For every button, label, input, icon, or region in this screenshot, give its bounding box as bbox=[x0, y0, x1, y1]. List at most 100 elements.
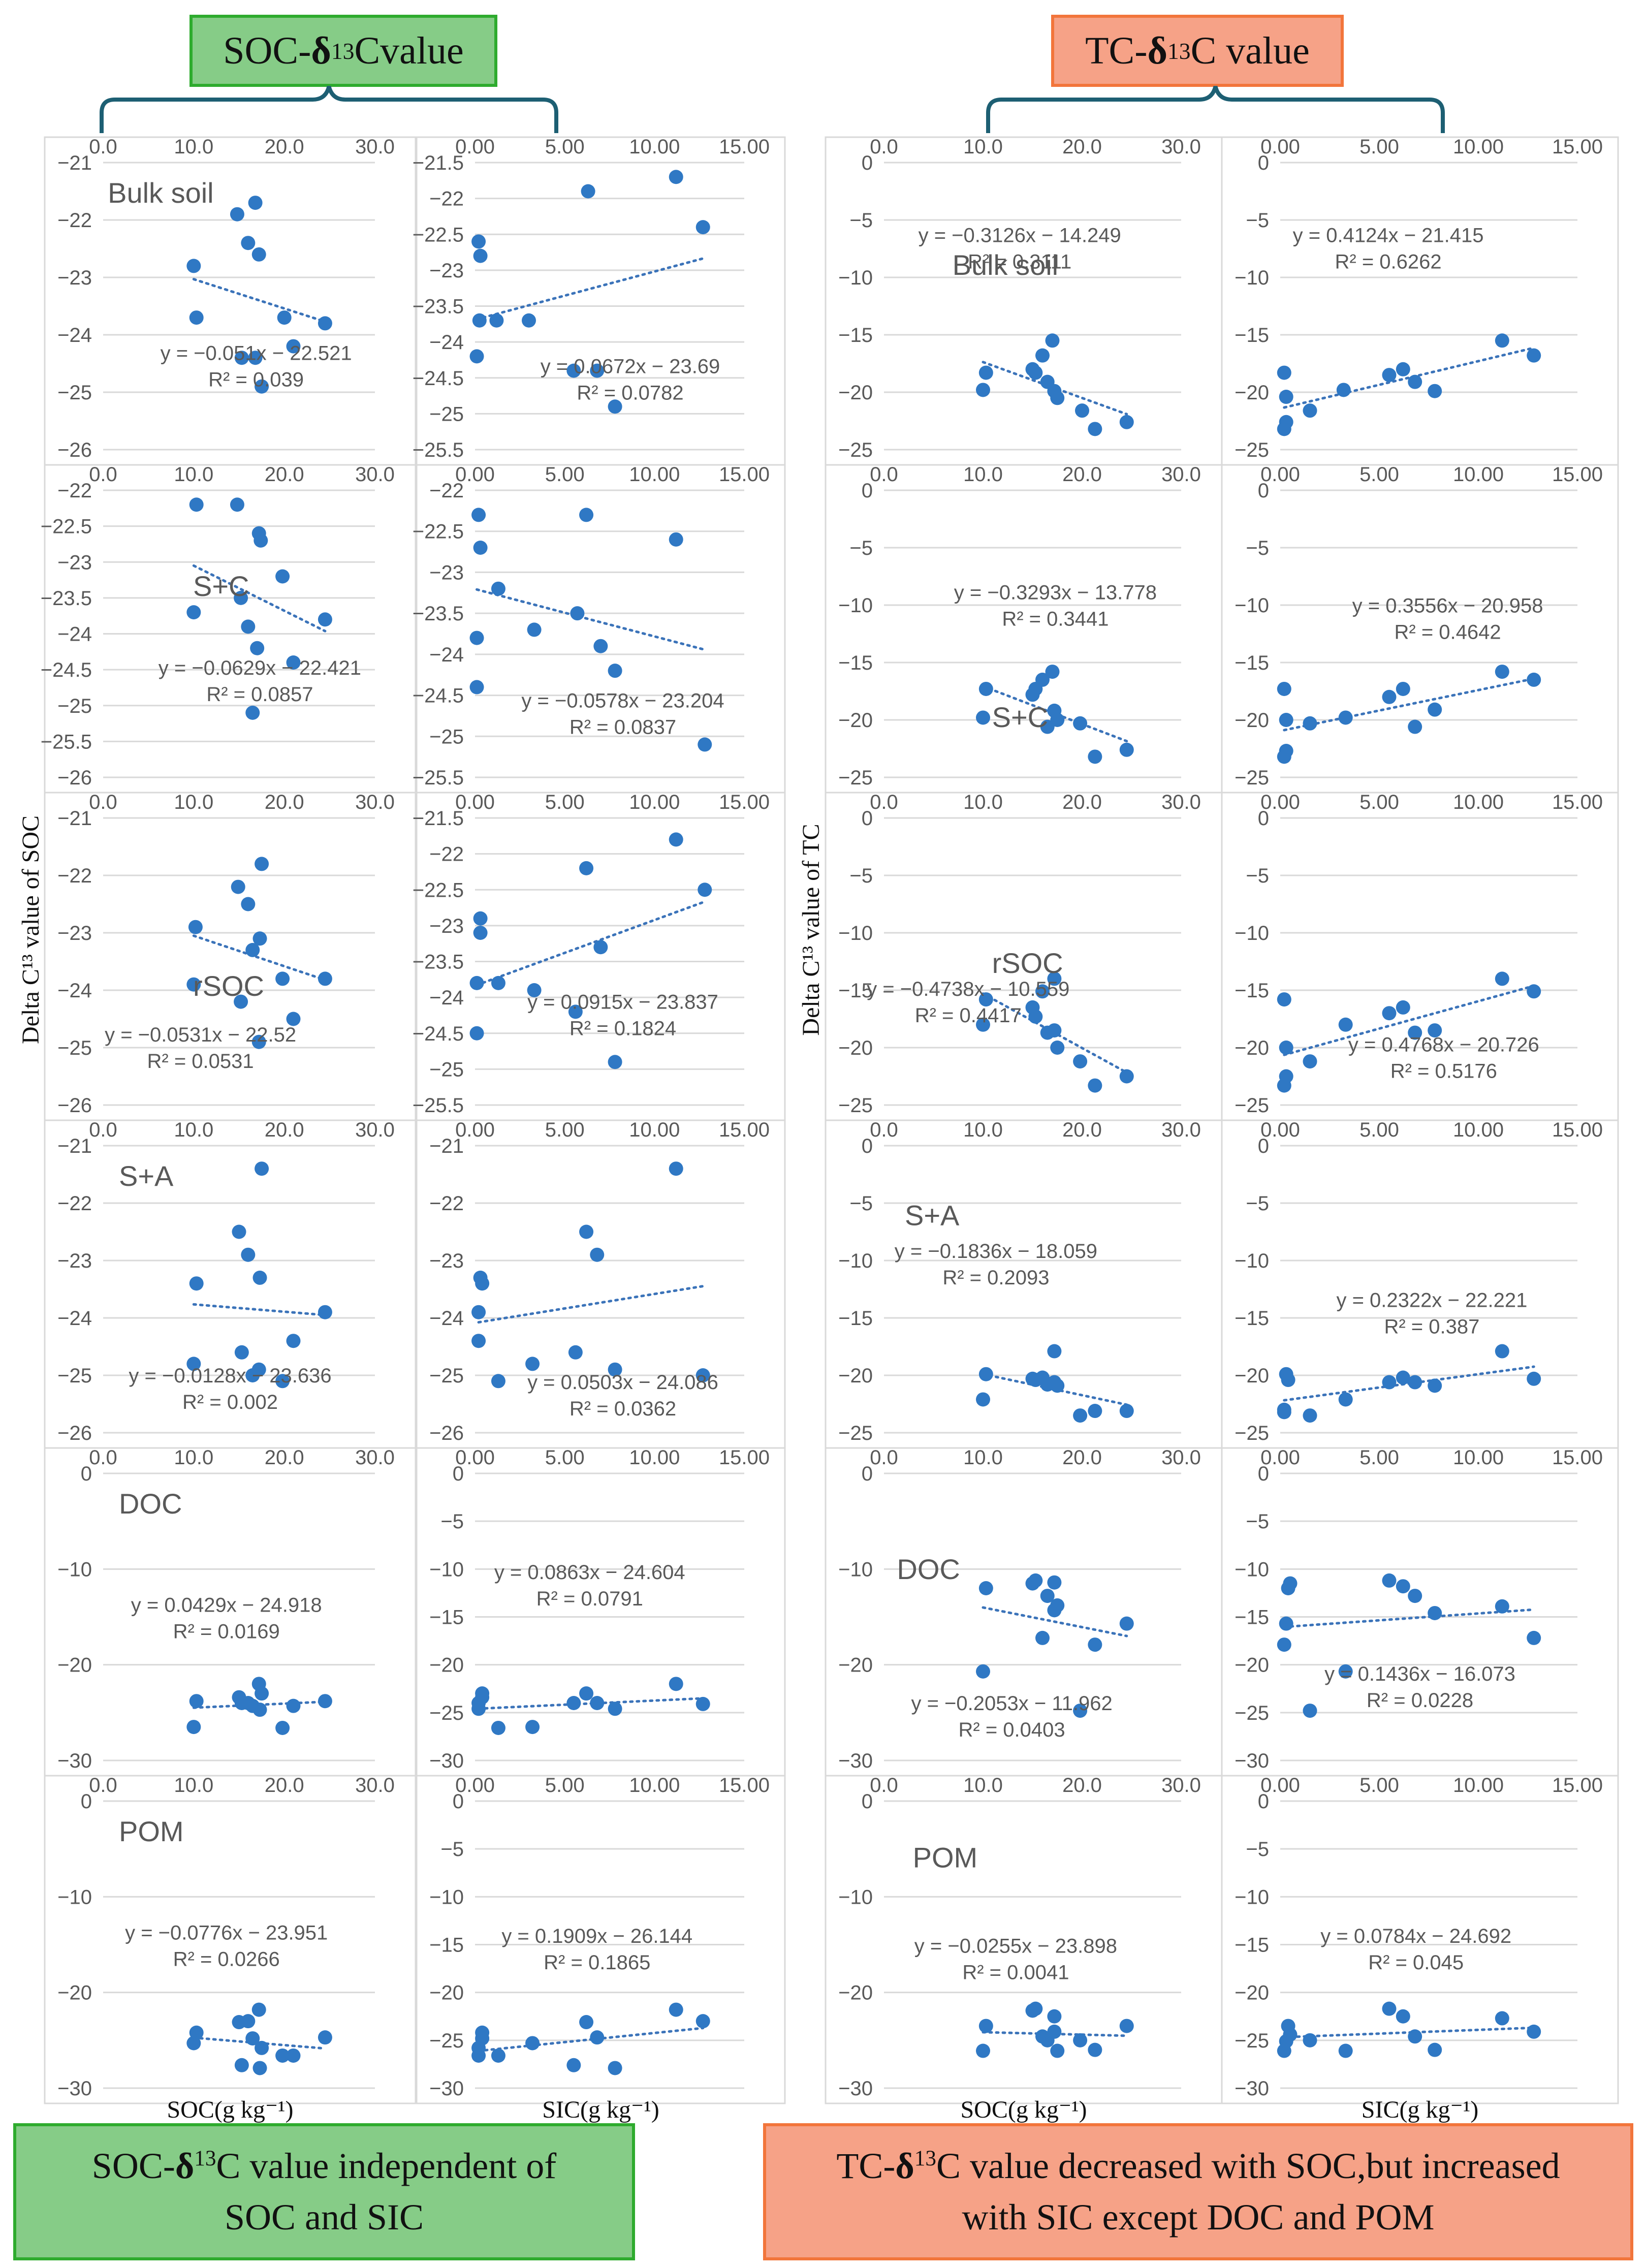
data-point bbox=[1088, 1404, 1102, 1419]
y-tick-label: −15 bbox=[1235, 1307, 1269, 1330]
y-tick-label: −30 bbox=[1235, 2077, 1269, 2100]
data-point bbox=[318, 316, 332, 331]
chart-panel-tc-sic-sc: 0 −5 −10 −15 −20 −25 0.00 5.00 10.00 15.00 y = 0.3… bbox=[1221, 463, 1619, 794]
chart-panel-soc-soc-pom: 0 −10 −20 −30 0.0 10.0 20.0 30.0 POM y = −0.0776x… bbox=[44, 1774, 417, 2104]
y-tick-label: −20 bbox=[838, 382, 873, 404]
x-tick-label: 5.00 bbox=[1359, 463, 1399, 486]
x-tick-label: 30.0 bbox=[1161, 463, 1201, 486]
y-tick-label: −24 bbox=[57, 623, 92, 646]
banner-text: SOC- bbox=[223, 29, 311, 72]
data-point bbox=[1277, 1637, 1291, 1652]
y-tick-label: −25 bbox=[1235, 1702, 1269, 1724]
y-tick-label: −20 bbox=[838, 1037, 873, 1059]
data-point bbox=[1088, 749, 1102, 764]
y-tick-label: −25 bbox=[429, 726, 464, 748]
y-tick-label: −15 bbox=[838, 980, 873, 1002]
conclusion-line-1: TC-δ13C value decreased with SOC,but inc… bbox=[836, 2140, 1560, 2192]
y-tick-label: −25 bbox=[1235, 767, 1269, 789]
x-tick-label: 5.00 bbox=[1359, 1774, 1399, 1797]
chart-panel-tc-soc-doc: 0 −10 −20 −30 0.0 10.0 20.0 30.0 DOC y = −0.2053x… bbox=[825, 1446, 1223, 1777]
x-tick-label: 0.0 bbox=[89, 791, 117, 813]
x-tick-label: 5.00 bbox=[545, 1119, 585, 1141]
x-tick-label: 0.0 bbox=[870, 463, 898, 486]
data-point bbox=[1088, 2042, 1102, 2057]
data-point bbox=[1303, 2033, 1317, 2048]
data-point bbox=[286, 1334, 301, 1348]
data-point bbox=[186, 1720, 201, 1735]
data-point bbox=[186, 977, 201, 992]
x-tick-label: 10.0 bbox=[174, 136, 213, 158]
x-tick-label: 5.00 bbox=[545, 463, 585, 486]
data-point bbox=[318, 971, 332, 986]
y-tick-label: −24.5 bbox=[41, 659, 92, 681]
x-tick-label: 10.00 bbox=[1453, 1774, 1504, 1797]
data-point bbox=[527, 622, 542, 637]
trend-line bbox=[982, 1606, 1128, 1637]
data-point bbox=[489, 313, 504, 328]
data-point bbox=[1495, 1599, 1509, 1614]
regression-equation: y = −0.0578x − 23.204 bbox=[521, 689, 724, 712]
data-point bbox=[978, 1367, 993, 1381]
data-point bbox=[1047, 2024, 1062, 2039]
data-point bbox=[318, 2030, 332, 2045]
data-point bbox=[189, 1276, 204, 1291]
data-point bbox=[1073, 1408, 1088, 1423]
x-tick-label: 30.0 bbox=[1161, 136, 1201, 158]
y-tick-label: −30 bbox=[838, 2077, 873, 2100]
regression-equation: y = −0.0128x − 23.636 bbox=[129, 1365, 331, 1387]
y-tick-label: −25.5 bbox=[413, 1094, 464, 1117]
y-tick-label: −22.5 bbox=[413, 879, 464, 901]
data-point bbox=[1119, 1616, 1134, 1631]
data-point bbox=[1495, 333, 1509, 348]
data-point bbox=[1495, 971, 1509, 986]
data-point bbox=[230, 207, 244, 222]
data-point bbox=[252, 2061, 267, 2075]
y-tick-label: −5 bbox=[1246, 1192, 1269, 1215]
data-point bbox=[1495, 1344, 1509, 1359]
data-point bbox=[579, 2015, 594, 2030]
data-point bbox=[1338, 1392, 1353, 1407]
y-tick-label: −25.5 bbox=[413, 439, 464, 461]
y-tick-label: −25 bbox=[429, 2030, 464, 2052]
superscript: 13 bbox=[1167, 38, 1191, 64]
y-tick-label: −20 bbox=[1235, 382, 1269, 404]
data-point bbox=[255, 1161, 269, 1176]
x-tick-label: 30.0 bbox=[355, 1446, 395, 1469]
y-tick-label: −24 bbox=[57, 1307, 92, 1330]
y-tick-label: 0 bbox=[862, 152, 873, 174]
x-tick-label: 0.0 bbox=[870, 1774, 898, 1797]
data-point bbox=[1338, 2043, 1353, 2058]
data-point bbox=[976, 1664, 990, 1679]
y-tick-label: 0 bbox=[453, 1463, 464, 1485]
y-tick-label: −22.5 bbox=[413, 224, 464, 246]
y-tick-label: −21 bbox=[57, 1135, 92, 1157]
y-tick-label: −5 bbox=[1246, 865, 1269, 887]
x-tick-label: 0.0 bbox=[89, 136, 117, 158]
fraction-label: S+C bbox=[193, 570, 249, 602]
chart-panel-tc-soc-pom: 0 −10 −20 −30 0.0 10.0 20.0 30.0 POM y = −0.0255x… bbox=[825, 1774, 1223, 2104]
y-tick-label: −22 bbox=[429, 188, 464, 210]
soc-x-axis-title: SOC(g kg⁻¹) bbox=[960, 2096, 1087, 2123]
data-point bbox=[1279, 390, 1293, 404]
data-point bbox=[1040, 719, 1055, 734]
data-point bbox=[286, 2048, 301, 2063]
data-point bbox=[251, 247, 266, 262]
x-tick-label: 10.00 bbox=[1453, 463, 1504, 486]
data-point bbox=[608, 1055, 622, 1069]
y-tick-label: −5 bbox=[1246, 537, 1269, 559]
y-tick-label: −20 bbox=[838, 1365, 873, 1387]
r-squared-label: R² = 0.0791 bbox=[536, 1588, 643, 1610]
r-squared-label: R² = 0.0041 bbox=[962, 1961, 1069, 1983]
x-tick-label: 5.00 bbox=[545, 1774, 585, 1797]
data-point bbox=[1382, 1375, 1397, 1390]
y-tick-label: 0 bbox=[862, 480, 873, 502]
chart-panel-soc-soc-sc: −22 −22.5 −23 −23.5 −24 −24.5 −25 −25.5 −26 0.0 10… bbox=[41, 463, 417, 794]
y-tick-label: −5 bbox=[849, 209, 873, 232]
data-point bbox=[1047, 1344, 1062, 1359]
data-point bbox=[669, 1161, 683, 1176]
y-tick-label: −5 bbox=[849, 537, 873, 559]
data-point bbox=[1396, 362, 1410, 376]
data-point bbox=[1408, 1589, 1422, 1603]
x-tick-label: 10.00 bbox=[629, 1446, 680, 1469]
tc-conclusion-box: TC-δ13C value decreased with SOC,but inc… bbox=[763, 2123, 1633, 2260]
